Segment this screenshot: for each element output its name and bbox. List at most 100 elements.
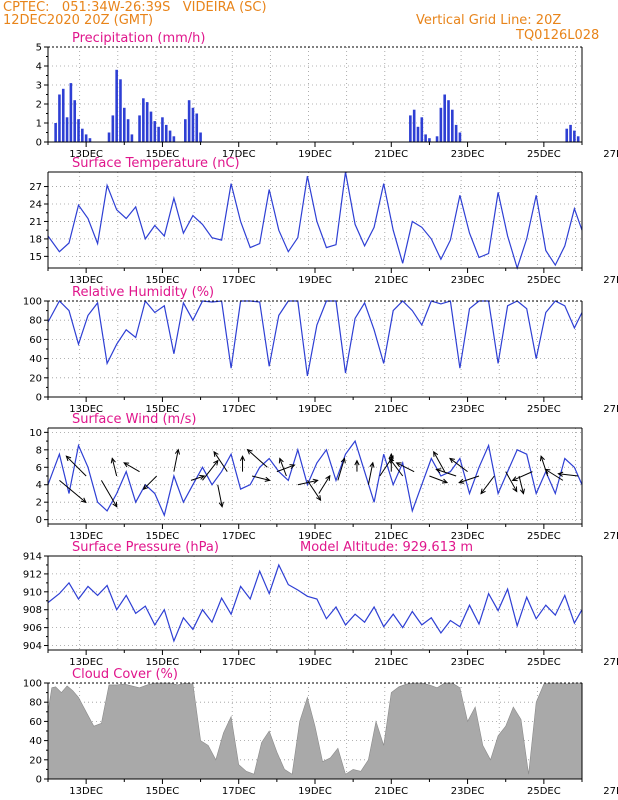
wind-vector-head	[316, 495, 322, 502]
wind-vector-shaft	[449, 458, 468, 473]
y-tick-label: 20	[29, 373, 42, 384]
precip-bar	[187, 100, 191, 142]
wind-vector-head	[312, 478, 319, 484]
wind-vector	[65, 455, 87, 477]
wind-vector	[173, 448, 181, 472]
wind-vector-head	[65, 455, 72, 462]
wind-vector	[388, 452, 394, 472]
wind-vector-head	[388, 452, 394, 459]
precip-bar	[439, 107, 443, 142]
x-tick-label: 25DEC	[527, 404, 561, 415]
wind-vector	[318, 474, 331, 494]
wind-vector	[110, 457, 118, 477]
precip-bar	[111, 115, 115, 142]
wind-vector-head	[289, 464, 296, 469]
precip-bar	[416, 126, 420, 142]
wind-vector-shaft	[396, 462, 415, 473]
wind-vector-head	[511, 476, 518, 482]
x-tick-label: 27DEC	[603, 275, 618, 286]
precip-bar	[81, 128, 84, 142]
precip-bar	[565, 128, 569, 142]
wind-vector	[276, 464, 296, 473]
wind-vector-shaft	[217, 484, 223, 507]
y-tick-label: 0	[36, 138, 42, 149]
y-tick-label: 5	[36, 43, 42, 54]
wind-vector	[59, 479, 87, 504]
wind-vector	[458, 475, 480, 484]
precip-bar	[195, 113, 199, 142]
wind-vector-shaft	[558, 473, 579, 477]
x-tick-label: 23DEC	[451, 275, 485, 286]
wind-vector-head	[80, 497, 87, 504]
y-tick-label: 18	[29, 234, 42, 245]
precip-bar	[58, 94, 61, 142]
x-tick-label: 27DEC	[603, 657, 618, 668]
wind-vector-head	[174, 448, 181, 455]
wind-vector	[505, 471, 518, 493]
wind-vector-head	[199, 474, 206, 480]
panel-title: Surface Pressure (hPa)	[72, 540, 219, 555]
x-tick-label: 27DEC	[603, 404, 618, 415]
wind-vector-shaft	[143, 475, 158, 490]
wind-vector-head	[123, 462, 130, 468]
y-tick-label: 24	[29, 200, 42, 211]
wind-vector-head	[458, 478, 465, 484]
panel-cloud: Cloud Cover (%) 0 20 40 60 80 100 13DEC 15DEC 17D…	[23, 667, 618, 797]
x-tick-label: 25DEC	[527, 657, 561, 668]
y-tick-label: 40	[29, 354, 42, 365]
y-tick-label: 100	[23, 679, 42, 690]
y-tick-label: 0	[36, 515, 42, 526]
precip-bar	[451, 109, 454, 142]
model-id: TQ0126L028	[516, 28, 600, 43]
wind-vector	[213, 450, 228, 472]
x-tick-label: 27DEC	[603, 786, 618, 797]
wind-vector-shaft	[100, 480, 118, 508]
wind-vector-shaft	[173, 449, 179, 472]
wind-vector	[429, 475, 449, 484]
x-tick-label: 15DEC	[146, 149, 180, 160]
y-tick-label: 1	[36, 119, 42, 130]
wind-vector	[367, 461, 375, 485]
precip-bar	[153, 121, 157, 142]
y-tick-label: 914	[23, 552, 42, 563]
x-tick-label: 25DEC	[527, 531, 561, 542]
precip-bar	[77, 119, 80, 142]
panel-wind: Surface Wind (m/s) 0 2 4 6 8 10 13DEC 15DEC 17DEC…	[29, 412, 618, 542]
wind-vector-shaft	[459, 475, 480, 484]
x-tick-label: 19DEC	[298, 786, 332, 797]
precip-bar	[107, 132, 111, 142]
precip-bar	[458, 132, 462, 142]
precip-bar	[576, 136, 580, 142]
cloud-cover-area	[47, 682, 583, 780]
x-tick-label: 13DEC	[69, 149, 103, 160]
wind-vector-shaft	[306, 480, 321, 501]
station-header: CPTEC: 051:34W-26:39S VIDEIRA (SC)	[3, 0, 267, 15]
wind-vector-shaft	[480, 475, 495, 494]
wind-vector-shaft	[545, 468, 564, 481]
y-tick-label: 21	[29, 217, 42, 228]
wind-vector-head	[246, 448, 253, 455]
pressure-series-line	[47, 563, 583, 643]
wind-vector-head	[264, 476, 271, 482]
y-tick-label: 910	[23, 587, 42, 598]
x-tick-label: 21DEC	[374, 404, 408, 415]
wind-vector	[433, 450, 446, 472]
x-tick-label: 19DEC	[298, 275, 332, 286]
precip-bar	[443, 94, 446, 142]
y-tick-label: 60	[29, 335, 42, 346]
wind-vector	[202, 459, 219, 481]
wind-vector	[100, 480, 118, 508]
panel-temp: Surface Temperature (nC) 15 18 21 24 27 13DEC 1…	[29, 156, 618, 286]
wind-vector	[306, 480, 322, 502]
precip-bar	[54, 123, 57, 142]
y-tick-label: 40	[29, 736, 42, 747]
x-tick-label: 21DEC	[374, 531, 408, 542]
wind-vector-shaft	[111, 458, 118, 477]
wind-vector-head	[512, 486, 518, 493]
precip-bar	[454, 124, 458, 142]
precip-bar	[199, 132, 202, 142]
x-tick-label: 13DEC	[69, 404, 103, 415]
y-tick-label: 80	[29, 698, 42, 709]
x-tick-label: 17DEC	[222, 275, 256, 286]
precip-bar	[172, 136, 176, 142]
